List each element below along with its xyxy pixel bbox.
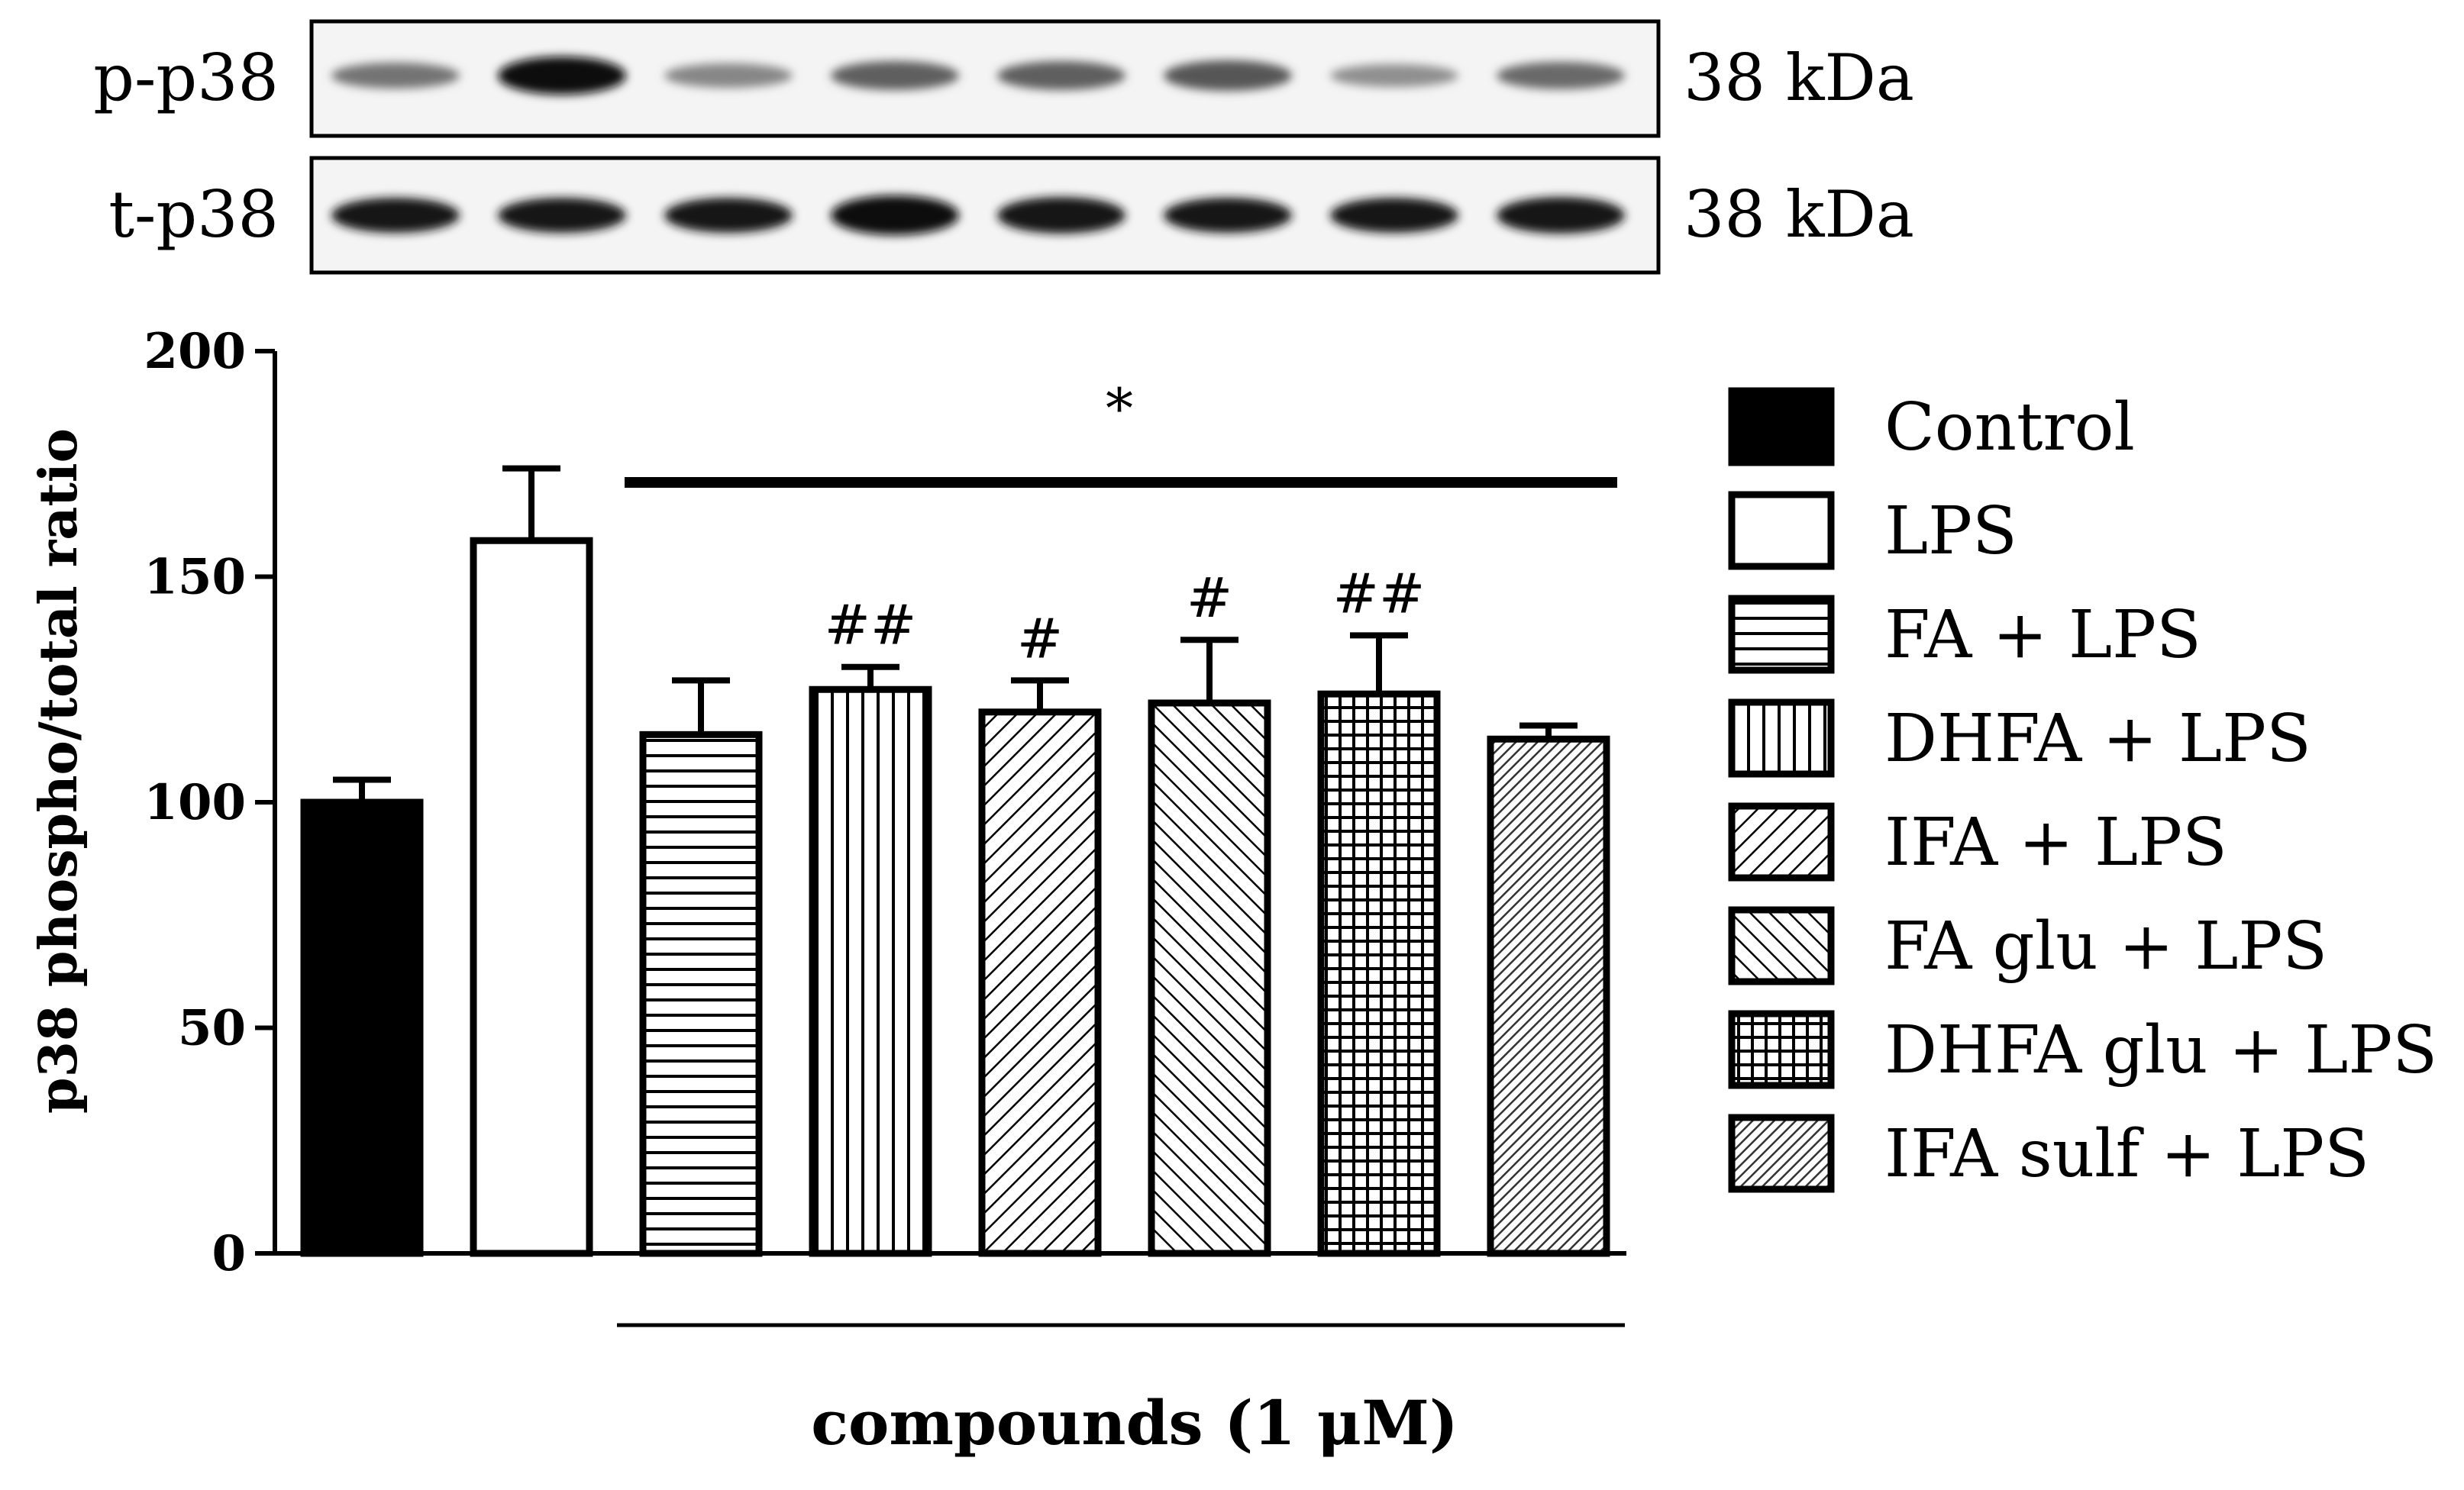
bar — [1148, 699, 1271, 1257]
bar — [470, 537, 593, 1257]
blot-band — [997, 197, 1125, 234]
legend-label: Control — [1884, 389, 2135, 466]
western-blot: p-p38 38 kDa t-p38 38 kDa — [93, 19, 1914, 275]
bar — [809, 685, 932, 1257]
blot-band — [1164, 198, 1292, 233]
blot-band — [664, 63, 793, 88]
legend-item: DHFA + LPS — [1728, 698, 2311, 778]
bar — [1487, 735, 1610, 1257]
blot-panel: t-p38 38 kDa — [108, 156, 1914, 275]
legend-label: IFA sulf + LPS — [1884, 1116, 2369, 1192]
legend-item: Control — [1728, 387, 2135, 466]
legend-item: IFA + LPS — [1728, 802, 2227, 882]
blot-label: t-p38 — [108, 177, 279, 252]
y-tick-label: 200 — [144, 323, 246, 380]
y-axis-title: p38 phospho/total ratio — [28, 428, 89, 1114]
significance-mark: ## — [825, 593, 917, 657]
legend: Control LPS FA + LPS DHFA + LPS IFA + LPS FA … — [1728, 387, 2437, 1193]
y-tick-label: 0 — [212, 1225, 246, 1282]
blot-band — [1330, 64, 1458, 87]
significance-asterisk: * — [1106, 376, 1133, 440]
blot-band — [331, 63, 460, 89]
legend-swatch — [1728, 491, 1835, 570]
legend-swatch — [1728, 595, 1835, 674]
legend-label: FA + LPS — [1884, 597, 2201, 673]
blot-band — [1164, 60, 1292, 91]
bar — [1317, 690, 1441, 1257]
blot-label: p-p38 — [93, 40, 279, 115]
bar — [978, 708, 1102, 1257]
blot-size-label: 38 kDa — [1684, 40, 1914, 115]
blot-band — [831, 61, 959, 90]
blot-band — [498, 56, 626, 95]
y-tick-label: 50 — [178, 1000, 246, 1057]
significance-mark: # — [1187, 566, 1232, 630]
bar — [300, 798, 424, 1257]
legend-swatch — [1728, 802, 1835, 882]
legend-swatch — [1728, 698, 1835, 778]
blot-band — [664, 198, 793, 233]
bar-chart: p38 phospho/total ratio compounds (1 μM)… — [28, 323, 1626, 1459]
blot-band — [1497, 62, 1625, 89]
legend-item: IFA sulf + LPS — [1728, 1114, 2369, 1193]
blot-band — [331, 198, 460, 233]
y-tick-label: 150 — [144, 549, 246, 606]
legend-swatch — [1728, 1114, 1835, 1193]
y-tick-label: 100 — [144, 774, 246, 831]
x-axis-title: compounds (1 μM) — [811, 1387, 1458, 1459]
blot-panel: p-p38 38 kDa — [93, 19, 1914, 138]
blot-band — [831, 195, 959, 235]
legend-swatch — [1728, 387, 1835, 466]
legend-item: FA + LPS — [1728, 595, 2201, 674]
legend-item: LPS — [1728, 491, 2017, 570]
legend-label: FA glu + LPS — [1884, 908, 2327, 985]
legend-label: LPS — [1884, 493, 2017, 569]
legend-label: DHFA glu + LPS — [1884, 1012, 2437, 1088]
blot-band — [997, 61, 1125, 90]
legend-swatch — [1728, 1010, 1835, 1089]
blot-size-label: 38 kDa — [1684, 177, 1914, 252]
legend-label: IFA + LPS — [1884, 805, 2227, 881]
legend-item: DHFA glu + LPS — [1728, 1010, 2437, 1089]
significance-mark: # — [1017, 606, 1063, 670]
legend-swatch — [1728, 906, 1835, 985]
significance-mark: ## — [1333, 561, 1426, 625]
bar — [639, 730, 763, 1257]
legend-item: FA glu + LPS — [1728, 906, 2327, 985]
blot-band — [498, 198, 626, 233]
legend-label: DHFA + LPS — [1884, 701, 2311, 777]
blot-band — [1497, 197, 1625, 234]
blot-band — [1330, 198, 1458, 233]
